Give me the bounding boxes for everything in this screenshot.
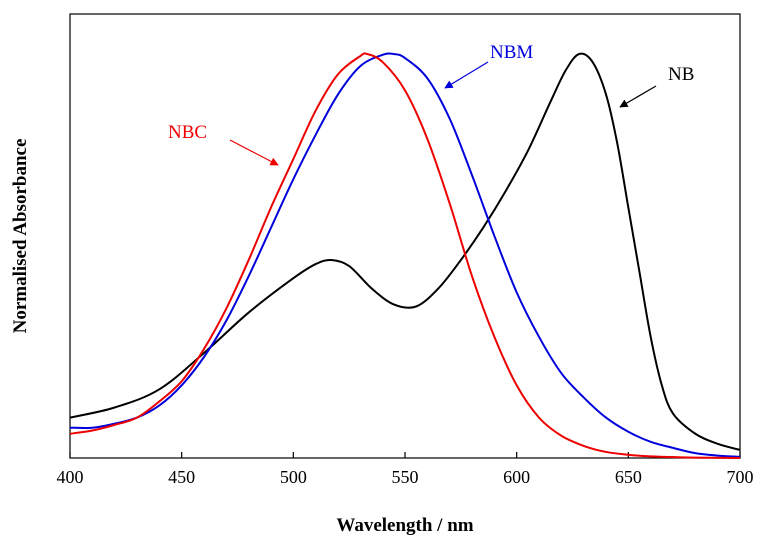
annotation-nb-arrow (619, 85, 657, 108)
annotation-nb-label: NB (668, 64, 694, 85)
x-tick-label: 400 (57, 467, 84, 487)
series-layer (69, 52, 741, 459)
annotation-nbm: NBM (444, 42, 533, 89)
annotation-nbm-label: NBM (490, 42, 533, 63)
annotation-nbc: NBC (168, 122, 279, 166)
y-axis-title: Normalised Absorbance (10, 139, 31, 334)
x-tick-label: 500 (280, 467, 307, 487)
x-axis-ticks: 400 450 500 550 600 650 700 (57, 452, 754, 487)
annotation-nb: NB (619, 64, 694, 108)
series-line-nbc (69, 52, 741, 459)
annotation-nbc-arrow (229, 139, 279, 166)
x-tick-label: 550 (392, 467, 419, 487)
x-tick-label: 450 (168, 467, 195, 487)
series-line-nbm (69, 52, 741, 458)
annotation-nbc-label: NBC (168, 122, 207, 143)
x-tick-label: 600 (503, 467, 530, 487)
annotation-nbm-arrow (444, 61, 489, 89)
x-tick-label: 700 (727, 467, 754, 487)
x-axis-title: Wavelength / nm (336, 515, 473, 536)
series-line-nb (69, 52, 741, 451)
x-tick-label: 650 (615, 467, 642, 487)
